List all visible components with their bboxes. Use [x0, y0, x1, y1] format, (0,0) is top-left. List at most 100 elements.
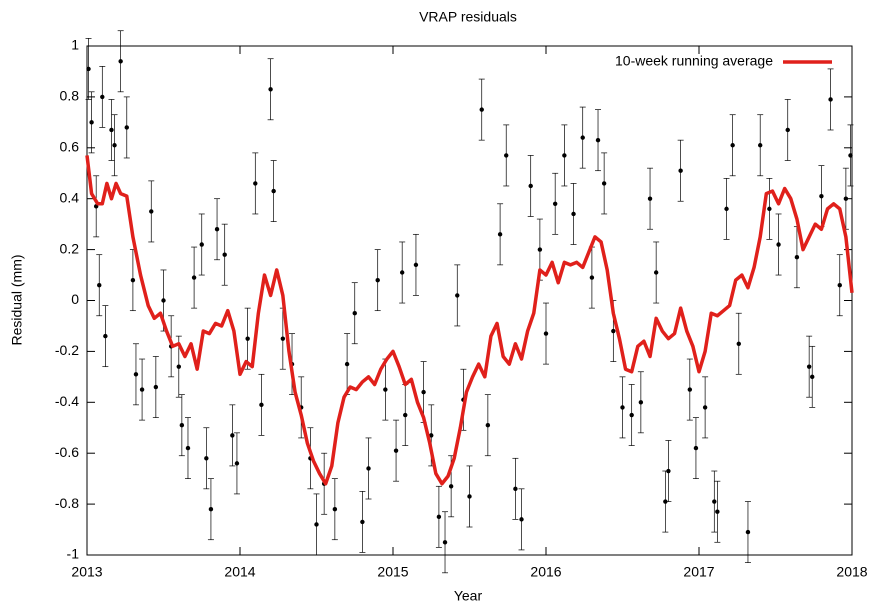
data-point: [268, 87, 273, 92]
data-point: [620, 405, 625, 410]
y-tick-label: -0.2: [55, 342, 79, 358]
y-tick-label: 0.8: [60, 88, 80, 104]
data-point: [89, 120, 94, 125]
data-point: [702, 405, 708, 410]
y-tick-label: -0.8: [55, 495, 79, 511]
data-point: [179, 423, 185, 428]
data-point: [776, 242, 781, 247]
y-axis-label: Residual (mm): [9, 254, 25, 345]
y-tick-label: 0.6: [60, 139, 80, 155]
data-point: [149, 209, 154, 214]
data-point: [383, 387, 388, 392]
data-point: [176, 364, 181, 369]
data-point: [571, 211, 576, 217]
data-point: [403, 412, 408, 418]
data-point: [208, 506, 214, 512]
data-point: [467, 494, 472, 499]
data-point: [112, 143, 117, 148]
data-point: [429, 433, 434, 438]
data-point: [204, 456, 209, 461]
legend-label: 10-week running average: [615, 53, 773, 69]
data-point: [109, 127, 114, 133]
data-point: [393, 448, 399, 453]
data-point: [314, 522, 319, 527]
data-point: [366, 466, 371, 471]
x-tick-label: 2015: [377, 564, 408, 580]
data-point: [436, 514, 442, 520]
y-tick-label: 0.4: [60, 189, 80, 205]
data-point: [375, 277, 380, 283]
data-point: [399, 270, 405, 275]
data-point: [678, 168, 683, 173]
x-axis-label: Year: [454, 588, 483, 604]
data-point: [519, 517, 524, 522]
data-point: [663, 499, 668, 504]
data-point: [629, 412, 634, 418]
data-point: [693, 445, 699, 451]
data-point: [161, 298, 166, 303]
data-point: [234, 461, 240, 466]
data-point: [280, 336, 286, 341]
data-point: [153, 384, 159, 390]
data-point: [253, 181, 258, 186]
data-point: [139, 387, 145, 392]
data-point: [199, 242, 204, 247]
data-point: [497, 232, 503, 237]
data-point: [712, 499, 717, 504]
data-point: [601, 181, 607, 186]
y-tick-label: 0.2: [60, 240, 80, 256]
data-point: [552, 201, 558, 206]
data-point: [837, 283, 842, 288]
data-point: [97, 283, 102, 288]
data-point: [271, 188, 276, 194]
data-point: [421, 389, 426, 395]
data-point: [118, 59, 123, 64]
data-point: [504, 153, 509, 158]
data-point: [794, 255, 800, 260]
x-tick-label: 2017: [683, 564, 714, 580]
data-point: [413, 262, 419, 268]
data-point: [843, 196, 849, 201]
data-point: [352, 311, 357, 316]
x-tick-label: 2013: [71, 564, 102, 580]
data-point: [580, 135, 585, 140]
data-point: [647, 196, 653, 201]
data-point: [103, 333, 108, 339]
data-point: [528, 183, 533, 189]
data-point: [666, 468, 671, 474]
data-point: [332, 506, 338, 512]
data-point: [730, 143, 735, 148]
data-point: [214, 227, 220, 232]
data-point: [595, 137, 601, 143]
data-point: [724, 206, 729, 212]
data-point: [485, 423, 491, 428]
running-average-line: [85, 155, 854, 486]
data-point: [589, 275, 595, 280]
data-point: [562, 153, 567, 158]
data-point: [133, 372, 139, 377]
data-point: [100, 94, 105, 100]
data-point: [537, 247, 543, 252]
data-point: [185, 445, 191, 451]
data-point: [758, 143, 763, 148]
x-tick-label: 2014: [224, 564, 255, 580]
y-tick-label: -0.6: [55, 444, 79, 460]
data-point: [828, 97, 833, 102]
data-point: [513, 486, 518, 492]
data-point: [638, 400, 644, 405]
chart-title: VRAP residuals: [419, 9, 517, 25]
data-point: [653, 270, 659, 275]
y-tick-label: 1: [71, 37, 79, 53]
data-point: [611, 328, 616, 334]
data-point: [767, 206, 772, 212]
x-tick-label: 2018: [836, 564, 867, 580]
data-point: [191, 275, 197, 280]
y-tick-label: -1: [67, 546, 80, 562]
data-point: [715, 509, 720, 514]
y-tick-label: 0: [71, 291, 79, 307]
data-point: [745, 529, 751, 535]
x-tick-label: 2016: [530, 564, 561, 580]
data-point: [86, 66, 91, 72]
data-point: [687, 387, 693, 392]
